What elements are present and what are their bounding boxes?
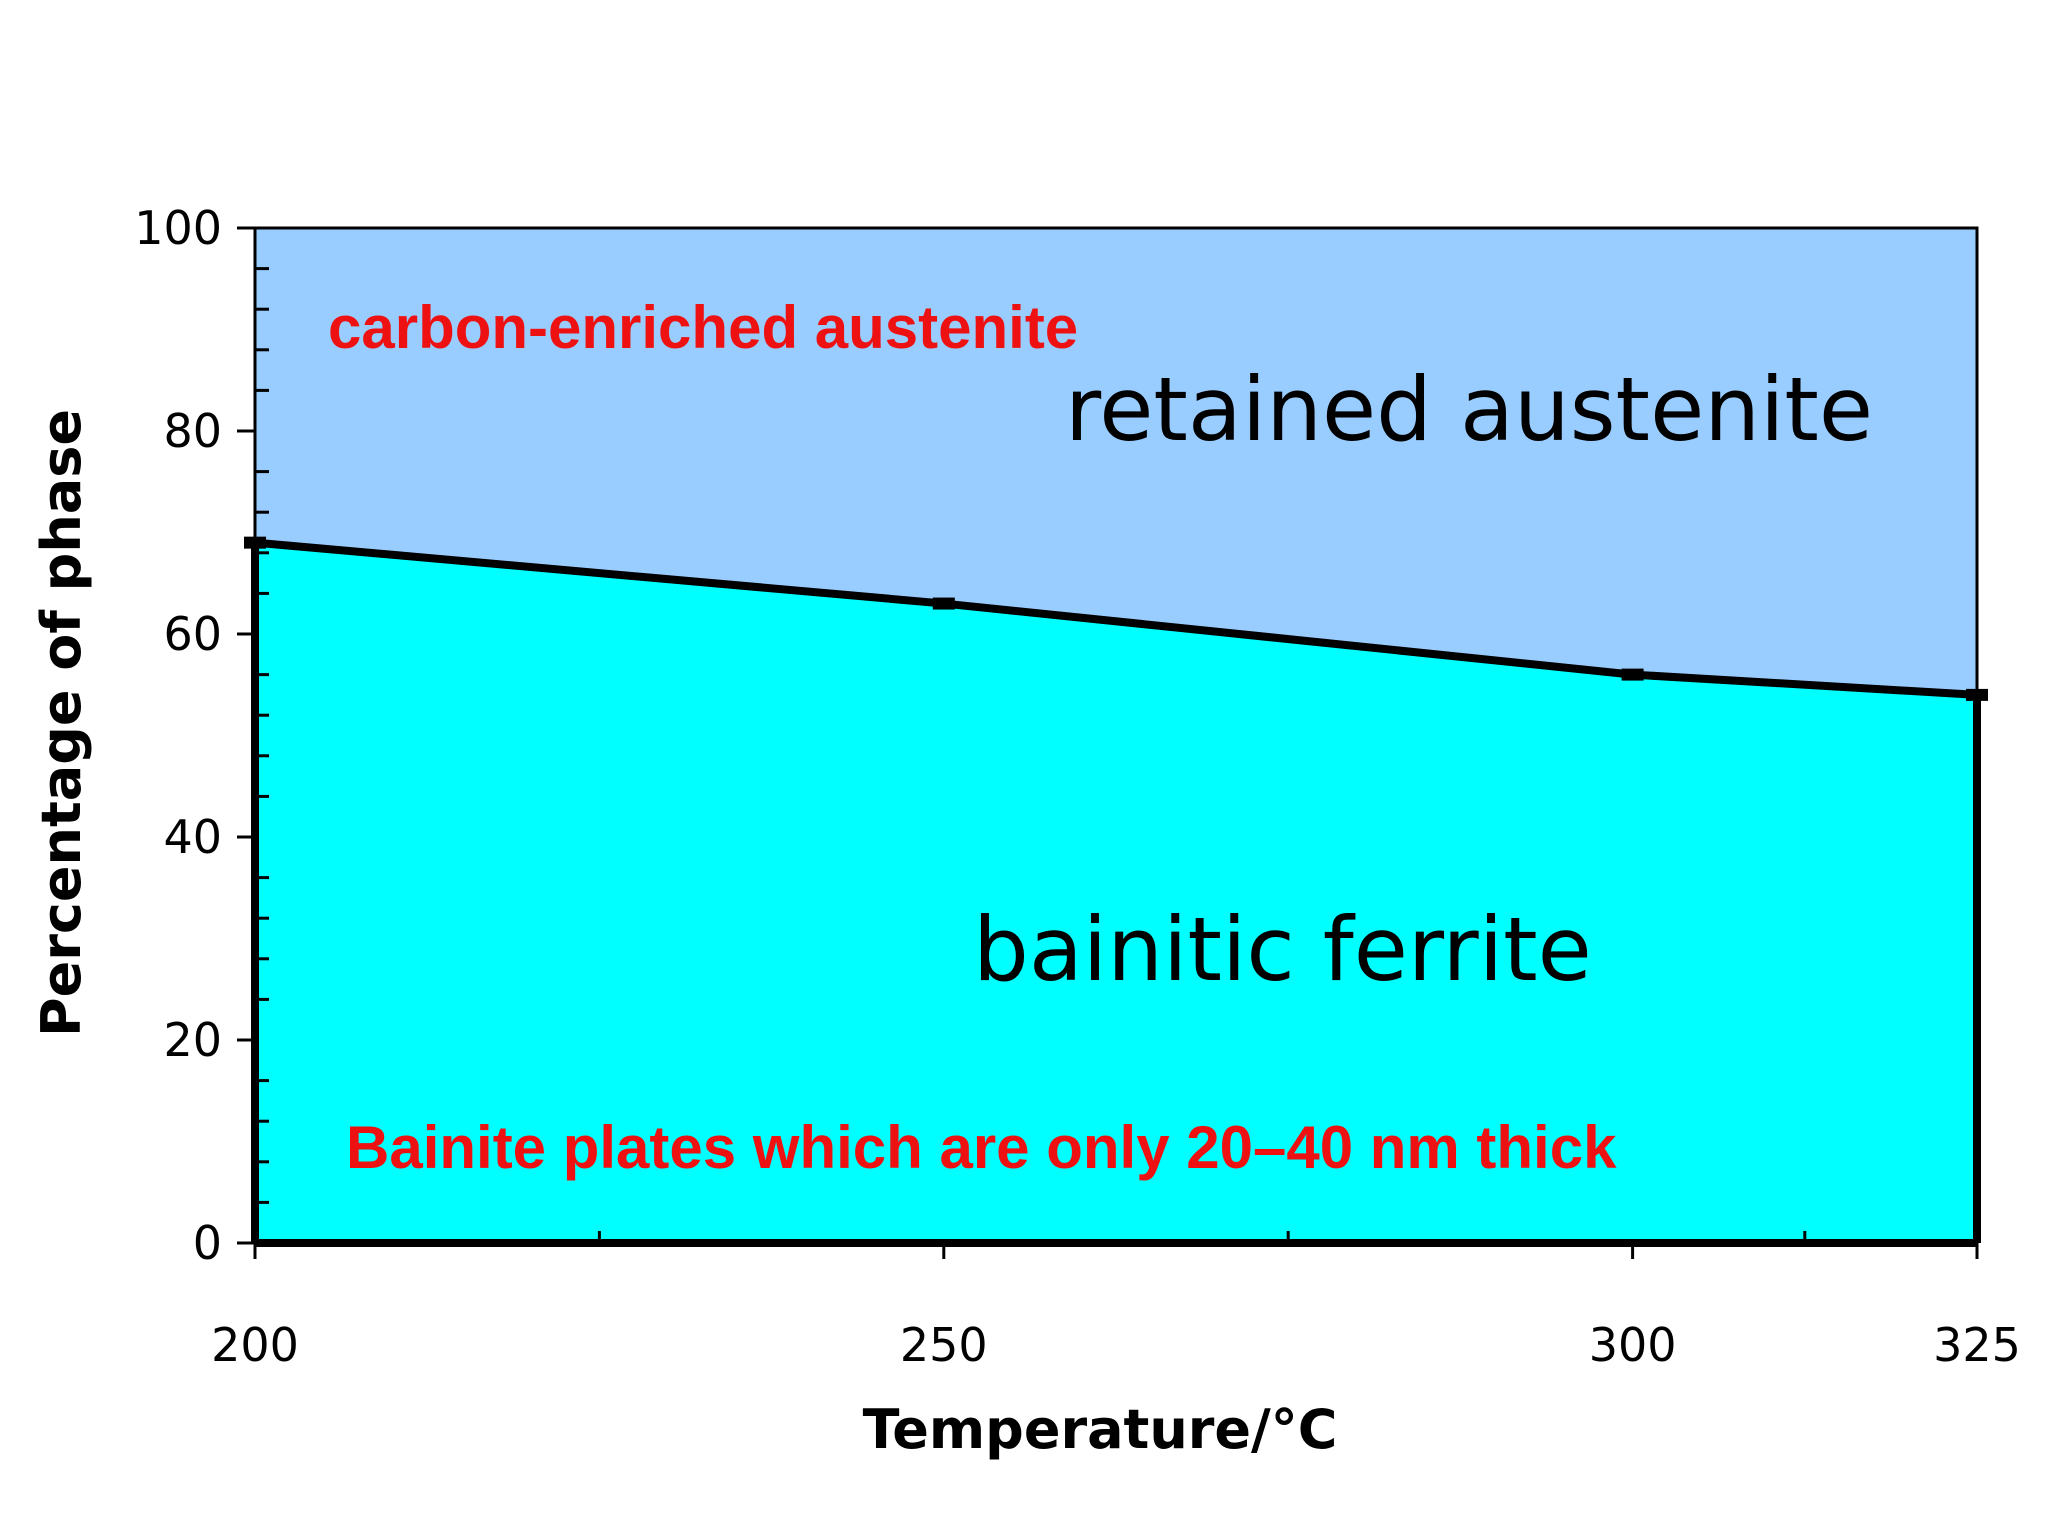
- y-tick-label-100: 100: [134, 201, 222, 255]
- x-tick-label-250: 250: [900, 1318, 988, 1372]
- x-tick-label-300: 300: [1589, 1318, 1677, 1372]
- y-tick-label-60: 60: [163, 607, 222, 661]
- retained-austenite-label: retained austenite: [1065, 358, 1873, 461]
- boundary-marker-250: [932, 597, 955, 610]
- boundary-marker-300: [1621, 668, 1644, 681]
- y-axis: 0 20 40 60 80 100: [134, 201, 269, 1270]
- y-tick-label-0: 0: [193, 1216, 222, 1270]
- x-axis: 200 250 300 325: [211, 1231, 2021, 1372]
- y-tick-label-40: 40: [163, 810, 222, 864]
- x-tick-label-325: 325: [1933, 1318, 2021, 1372]
- bainitic-ferrite-label: bainitic ferrite: [973, 898, 1592, 1001]
- y-axis-title: Percentage of phase: [30, 409, 93, 1037]
- x-axis-title: Temperature/°C: [863, 1398, 1338, 1461]
- y-tick-label-20: 20: [163, 1013, 222, 1067]
- y-tick-label-80: 80: [163, 404, 222, 458]
- carbon-enriched-annotation: carbon-enriched austenite: [328, 294, 1078, 361]
- x-tick-label-200: 200: [211, 1318, 299, 1372]
- phase-boundary-line: [254, 538, 1978, 699]
- bainite-plates-annotation: Bainite plates which are only 20–40 nm t…: [346, 1114, 1617, 1181]
- bainitic-ferrite-area: [255, 542, 1977, 1243]
